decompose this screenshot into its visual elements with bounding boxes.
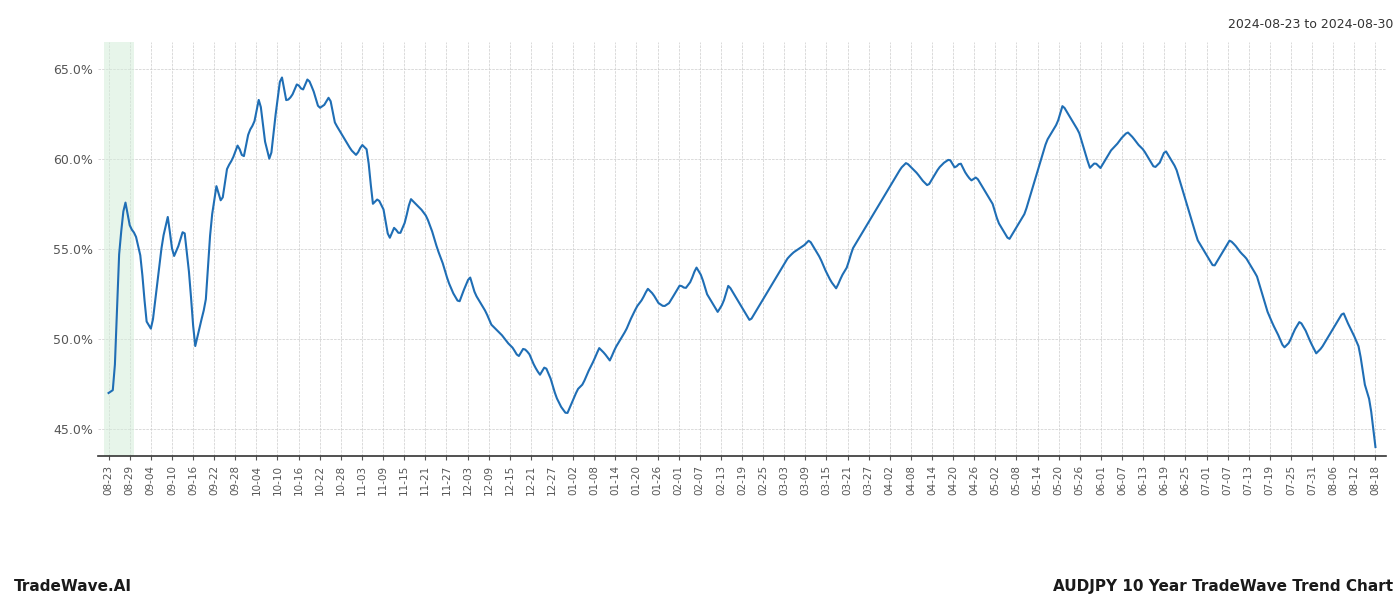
Text: AUDJPY 10 Year TradeWave Trend Chart: AUDJPY 10 Year TradeWave Trend Chart — [1053, 579, 1393, 594]
Text: TradeWave.AI: TradeWave.AI — [14, 579, 132, 594]
Text: 2024-08-23 to 2024-08-30: 2024-08-23 to 2024-08-30 — [1228, 18, 1393, 31]
Bar — [105, 42, 134, 456]
